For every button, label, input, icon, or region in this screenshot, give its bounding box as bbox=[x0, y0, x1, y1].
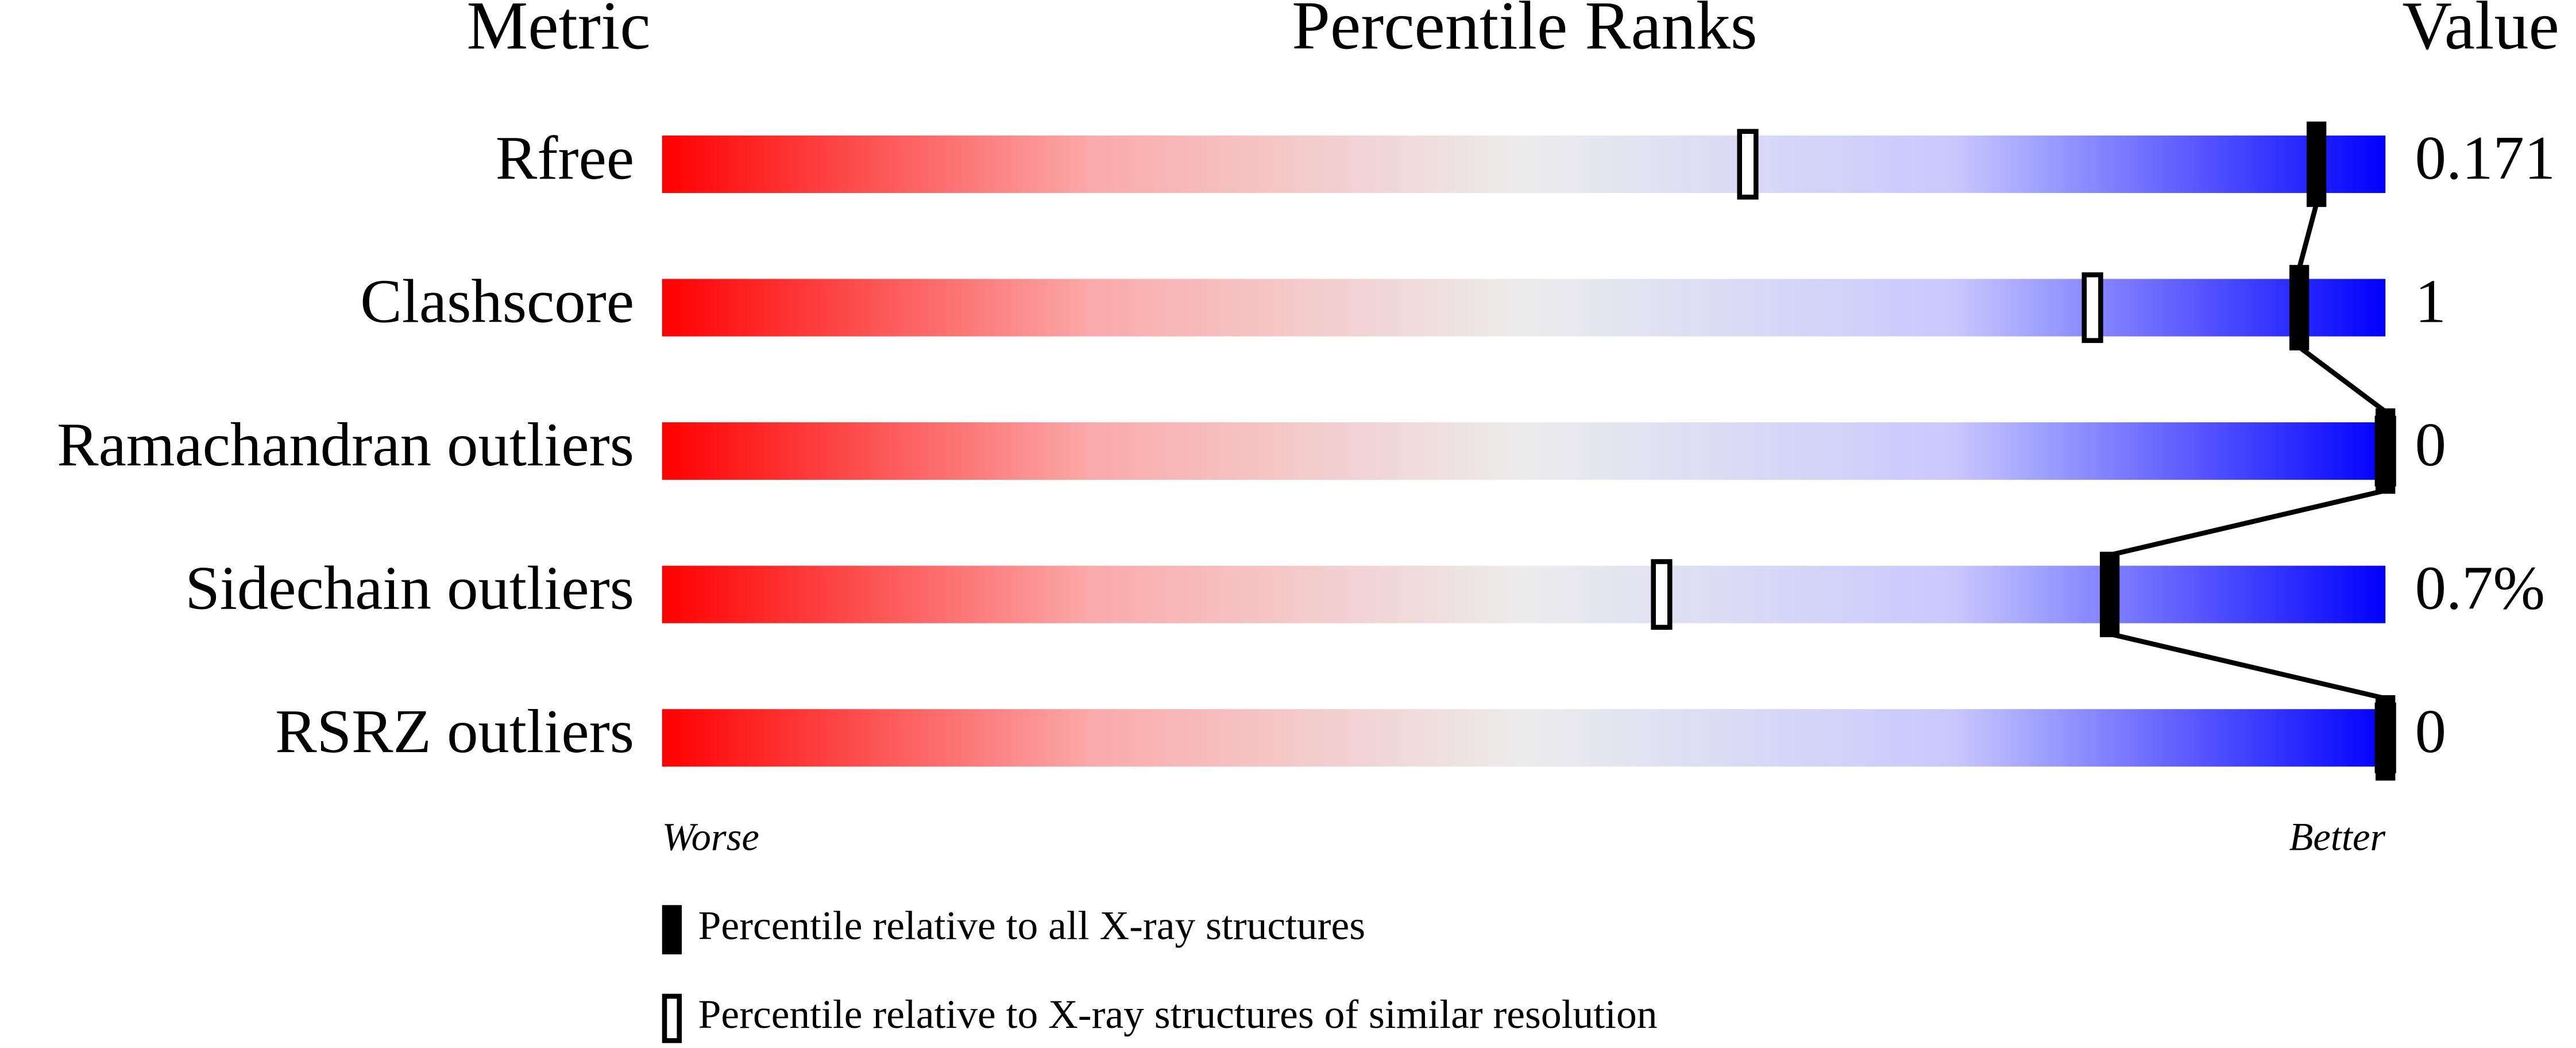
metric-label: Clashscore bbox=[360, 266, 634, 336]
metric-value: 0 bbox=[2415, 410, 2446, 479]
connector bbox=[2109, 631, 2386, 701]
slider-bar bbox=[662, 422, 2386, 480]
percentile-marker-similar bbox=[2081, 272, 2103, 343]
header-value: Value bbox=[2402, 0, 2559, 64]
slider-bar bbox=[662, 565, 2386, 623]
metric-value: 0.7% bbox=[2415, 553, 2545, 623]
slider-bar bbox=[662, 135, 2386, 193]
legend-label: Percentile relative to all X-ray structu… bbox=[698, 903, 1365, 949]
percentile-marker-all bbox=[2099, 552, 2120, 637]
metric-label: Ramachandran outliers bbox=[57, 410, 634, 479]
header-ranks: Percentile Ranks bbox=[1292, 0, 1758, 64]
connector bbox=[2109, 488, 2386, 558]
percentile-marker-all bbox=[2307, 121, 2327, 207]
connector bbox=[2297, 203, 2319, 269]
legend-label: Percentile relative to X-ray structures … bbox=[698, 992, 1658, 1037]
metric-value: 0.171 bbox=[2415, 123, 2556, 192]
legend-swatch bbox=[662, 993, 682, 1043]
metric-value: 0 bbox=[2415, 696, 2446, 766]
metric-value: 1 bbox=[2415, 266, 2446, 336]
legend-swatch bbox=[662, 905, 682, 955]
slider-bar bbox=[662, 279, 2386, 337]
percentile-marker-similar bbox=[1737, 129, 1759, 200]
percentile-marker-similar bbox=[1651, 559, 1673, 630]
better-label: Better bbox=[2289, 815, 2385, 859]
percentile-marker-all bbox=[2376, 408, 2396, 494]
connector bbox=[2297, 345, 2387, 414]
percentile-marker-all bbox=[2289, 265, 2309, 350]
percentile-marker-all bbox=[2376, 695, 2396, 781]
metric-label: Rfree bbox=[496, 123, 634, 192]
metric-label: Sidechain outliers bbox=[185, 553, 634, 623]
metric-label: RSRZ outliers bbox=[275, 696, 634, 766]
header-metric: Metric bbox=[466, 0, 650, 64]
worse-label: Worse bbox=[662, 815, 759, 859]
slider-bar bbox=[662, 709, 2386, 767]
